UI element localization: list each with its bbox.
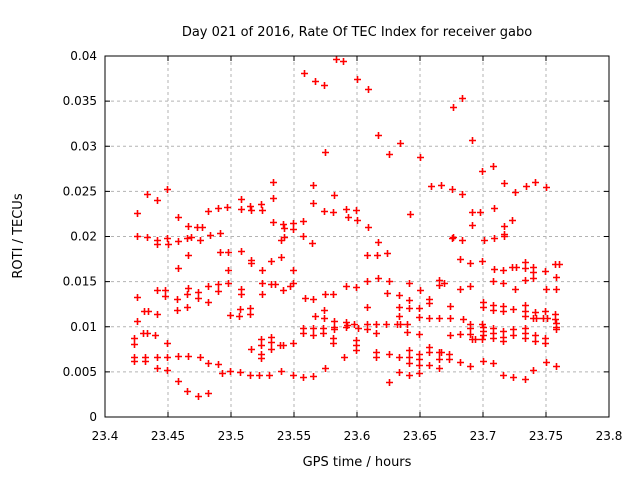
svg-text:0.03: 0.03 [70, 139, 97, 153]
y-tick-labels: 0 0.005 0.01 0.015 0.02 0.025 0.03 0.035 0.04 [63, 49, 97, 424]
svg-text:23.45: 23.45 [151, 429, 185, 443]
svg-text:0.035: 0.035 [63, 94, 97, 108]
svg-text:23.65: 23.65 [403, 429, 437, 443]
svg-text:0.02: 0.02 [70, 230, 97, 244]
x-axis-label: GPS time / hours [303, 455, 412, 470]
svg-text:23.8: 23.8 [596, 429, 623, 443]
svg-text:23.6: 23.6 [344, 429, 371, 443]
svg-text:0.005: 0.005 [63, 365, 97, 379]
svg-text:23.4: 23.4 [92, 429, 119, 443]
svg-text:23.55: 23.55 [277, 429, 311, 443]
data-points [131, 56, 563, 400]
y-axis-label: ROTI / TECUs [11, 193, 26, 278]
gridlines [105, 56, 609, 417]
x-tick-labels: 23.4 23.45 23.5 23.55 23.6 23.65 23.7 23.75 23.8 [92, 429, 623, 443]
svg-text:0.025: 0.025 [63, 184, 97, 198]
svg-text:0.04: 0.04 [70, 49, 97, 63]
svg-text:0.015: 0.015 [63, 275, 97, 289]
chart-title: Day 021 of 2016, Rate Of TEC Index for r… [182, 25, 532, 40]
svg-text:0.01: 0.01 [70, 320, 97, 334]
svg-text:0: 0 [89, 410, 97, 424]
svg-text:23.7: 23.7 [470, 429, 497, 443]
svg-text:23.5: 23.5 [218, 429, 245, 443]
axis-ticks [104, 55, 610, 418]
svg-text:23.75: 23.75 [529, 429, 563, 443]
